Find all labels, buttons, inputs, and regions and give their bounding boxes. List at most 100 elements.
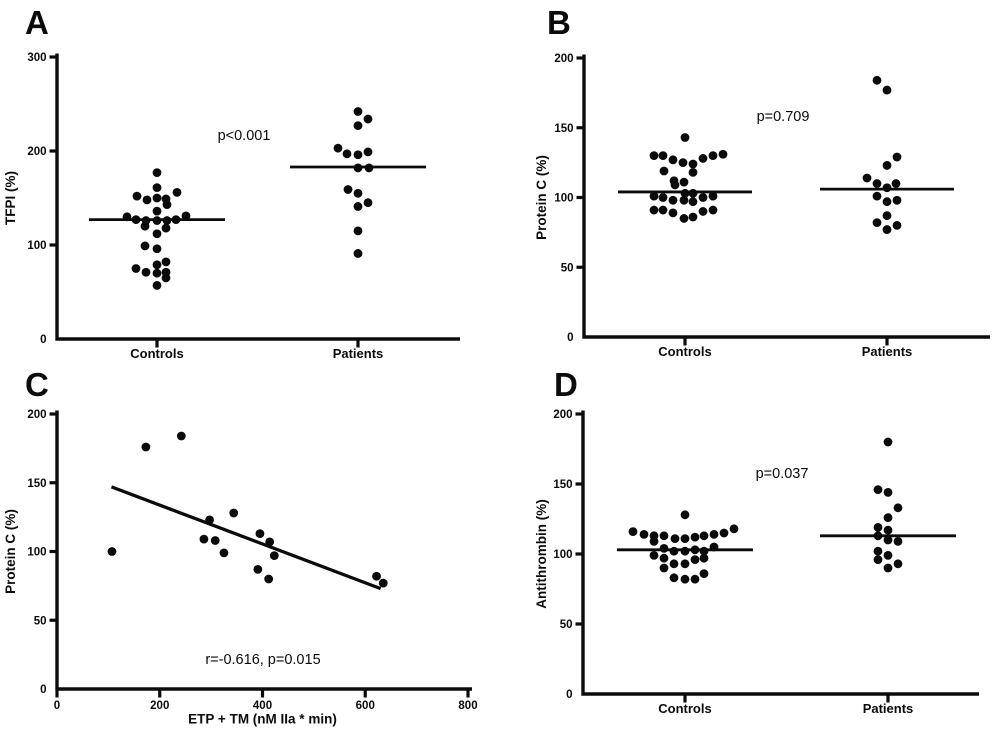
y-tick-label: 100 bbox=[554, 193, 573, 205]
data-point bbox=[892, 221, 902, 230]
y-tick-label: 50 bbox=[561, 262, 574, 274]
data-point bbox=[265, 537, 275, 547]
data-point bbox=[670, 180, 680, 190]
axes bbox=[581, 410, 979, 696]
data-point bbox=[264, 574, 274, 584]
data-point bbox=[253, 564, 263, 574]
data-point bbox=[199, 534, 209, 544]
data-point bbox=[372, 571, 381, 581]
data-point bbox=[142, 195, 152, 205]
data-point bbox=[708, 191, 718, 201]
data-point bbox=[342, 149, 352, 159]
data-point bbox=[873, 485, 883, 494]
data-point bbox=[172, 187, 182, 197]
y-tick-label: 0 bbox=[566, 689, 572, 701]
data-point bbox=[699, 531, 709, 541]
y-tick-label: 150 bbox=[553, 479, 572, 491]
data-point bbox=[883, 535, 893, 545]
y-tick-label: 200 bbox=[554, 53, 573, 65]
data-point bbox=[140, 241, 150, 251]
data-point bbox=[658, 151, 668, 161]
data-point bbox=[729, 524, 739, 534]
data-point bbox=[708, 205, 718, 215]
data-point bbox=[333, 143, 343, 153]
data-point bbox=[679, 195, 689, 205]
stat-annotation: r=-0.616, p=0.015 bbox=[205, 652, 320, 668]
data-point bbox=[719, 528, 729, 538]
data-point bbox=[679, 177, 689, 187]
data-point bbox=[363, 114, 373, 124]
data-point bbox=[668, 208, 678, 218]
data-point bbox=[699, 553, 709, 563]
data-point bbox=[891, 179, 901, 188]
stat-annotation: p=0.037 bbox=[756, 466, 809, 482]
y-tick-label: 100 bbox=[27, 240, 46, 252]
data-point bbox=[883, 563, 893, 573]
panel-label-b: B bbox=[547, 4, 571, 41]
data-point bbox=[363, 198, 373, 208]
data-point bbox=[152, 183, 162, 193]
group-label: Controls bbox=[130, 346, 183, 361]
data-point bbox=[140, 221, 150, 231]
data-point bbox=[893, 559, 903, 569]
y-tick-label: 100 bbox=[553, 549, 572, 561]
data-point bbox=[343, 185, 353, 194]
data-point bbox=[690, 574, 700, 584]
data-point bbox=[131, 264, 141, 273]
axes bbox=[55, 410, 472, 691]
data-point bbox=[680, 133, 690, 142]
data-point bbox=[699, 569, 709, 578]
y-axis-title: TFPI (%) bbox=[3, 171, 18, 225]
data-point bbox=[152, 193, 162, 203]
data-point bbox=[882, 85, 892, 95]
data-point bbox=[680, 510, 690, 520]
y-tick-label: 300 bbox=[27, 52, 46, 64]
data-point bbox=[680, 534, 690, 543]
data-point bbox=[872, 75, 882, 85]
data-point bbox=[229, 508, 239, 518]
data-point bbox=[668, 195, 678, 205]
data-point bbox=[873, 555, 883, 564]
data-point bbox=[649, 191, 659, 201]
panel-b: B 0 50 100 150 200 Protein C (%) Controls Patie… bbox=[500, 0, 1000, 371]
data-point bbox=[107, 547, 117, 556]
data-point bbox=[161, 223, 171, 233]
data-point bbox=[141, 442, 151, 452]
data-point bbox=[181, 211, 191, 221]
data-point bbox=[872, 191, 882, 201]
data-point bbox=[659, 166, 669, 176]
data-point bbox=[698, 154, 708, 163]
data-point bbox=[161, 257, 171, 267]
data-point bbox=[659, 563, 669, 573]
data-point bbox=[649, 551, 659, 560]
data-point bbox=[210, 536, 220, 545]
data-point bbox=[873, 546, 883, 556]
data-point bbox=[176, 431, 186, 441]
x-tick-label: 0 bbox=[54, 700, 60, 712]
panel-a: A 0 100 200 300 TFPI (%) Controls Patients p<0.… bbox=[0, 0, 500, 371]
group-label: Patients bbox=[863, 701, 914, 716]
data-point bbox=[688, 167, 698, 177]
data-point bbox=[688, 212, 698, 222]
y-axis-title: Protein C (%) bbox=[534, 155, 549, 240]
data-point bbox=[269, 551, 279, 561]
data-point bbox=[883, 551, 893, 560]
data-point bbox=[680, 574, 690, 584]
group-label: Controls bbox=[658, 701, 711, 716]
data-point bbox=[219, 548, 229, 558]
axes bbox=[55, 53, 460, 341]
data-point bbox=[883, 525, 893, 535]
y-tick-label: 200 bbox=[27, 409, 46, 421]
data-point bbox=[883, 488, 893, 497]
y-tick-label: 200 bbox=[553, 409, 572, 421]
group-label: Patients bbox=[333, 346, 384, 361]
data-point bbox=[872, 179, 882, 188]
data-point bbox=[132, 191, 142, 201]
data-point bbox=[709, 530, 719, 539]
data-point bbox=[688, 159, 698, 169]
group-label: Controls bbox=[658, 344, 711, 359]
data-point bbox=[658, 193, 668, 202]
y-tick-label: 0 bbox=[40, 334, 46, 346]
data-point bbox=[690, 532, 700, 542]
